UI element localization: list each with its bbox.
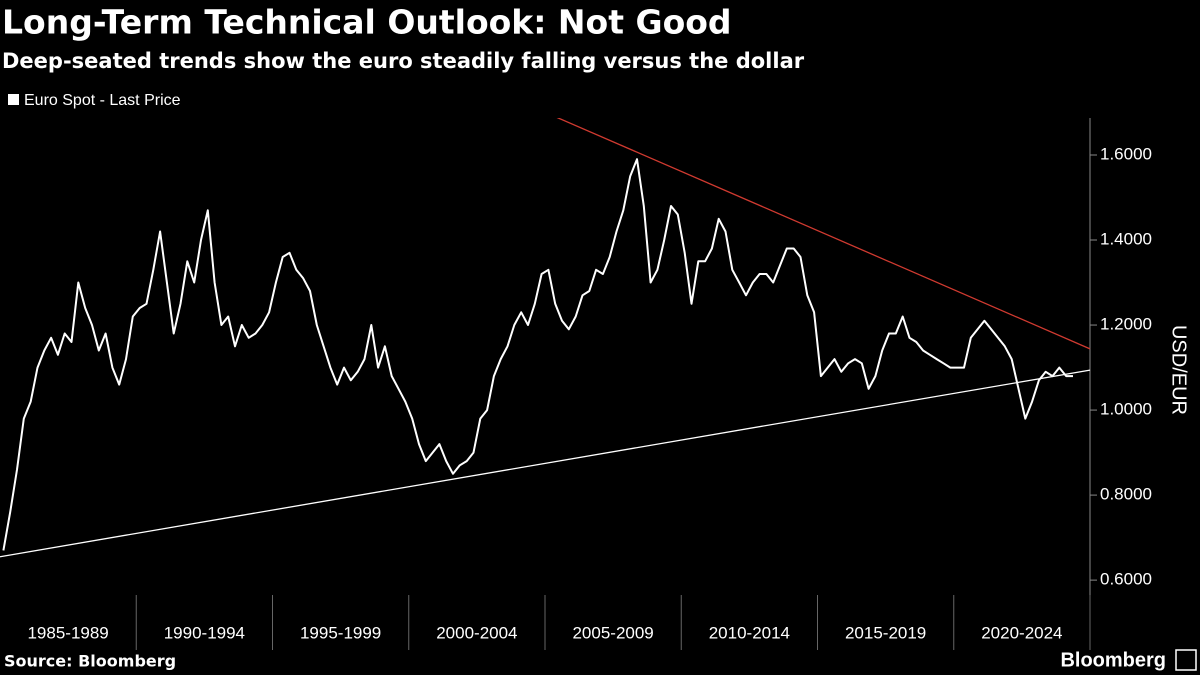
- legend-swatch: [8, 94, 19, 105]
- brand: Bloomberg: [1060, 649, 1166, 671]
- y-tick-label: 1.2000: [1100, 315, 1152, 334]
- x-tick-label: 2015-2019: [845, 623, 926, 642]
- brand-icon: [1175, 649, 1197, 671]
- x-tick-label: 2020-2024: [981, 623, 1062, 642]
- y-tick-label: 1.6000: [1100, 144, 1152, 163]
- series-line: [2, 158, 1073, 551]
- x-tick-label: 2000-2004: [436, 623, 517, 642]
- legend-label: Euro Spot - Last Price: [24, 92, 181, 109]
- x-tick-label: 1995-1999: [300, 623, 381, 642]
- y-tick-label: 0.6000: [1100, 570, 1152, 589]
- trend-line: [556, 118, 1091, 350]
- y-tick-label: 1.4000: [1100, 229, 1152, 248]
- y-tick-label: 1.0000: [1100, 400, 1152, 419]
- x-tick-label: 2010-2014: [709, 623, 790, 642]
- chart-subtitle: Deep-seated trends show the euro steadil…: [2, 49, 805, 73]
- x-tick-label: 1985-1989: [27, 623, 108, 642]
- chart-title: Long-Term Technical Outlook: Not Good: [2, 3, 732, 42]
- y-axis-label: USD/EUR: [1168, 325, 1190, 415]
- source: Source: Bloomberg: [4, 652, 176, 671]
- x-tick-label: 2005-2009: [572, 623, 653, 642]
- trend-line: [0, 369, 1091, 558]
- y-tick-label: 0.8000: [1100, 485, 1152, 504]
- x-tick-label: 1990-1994: [164, 623, 245, 642]
